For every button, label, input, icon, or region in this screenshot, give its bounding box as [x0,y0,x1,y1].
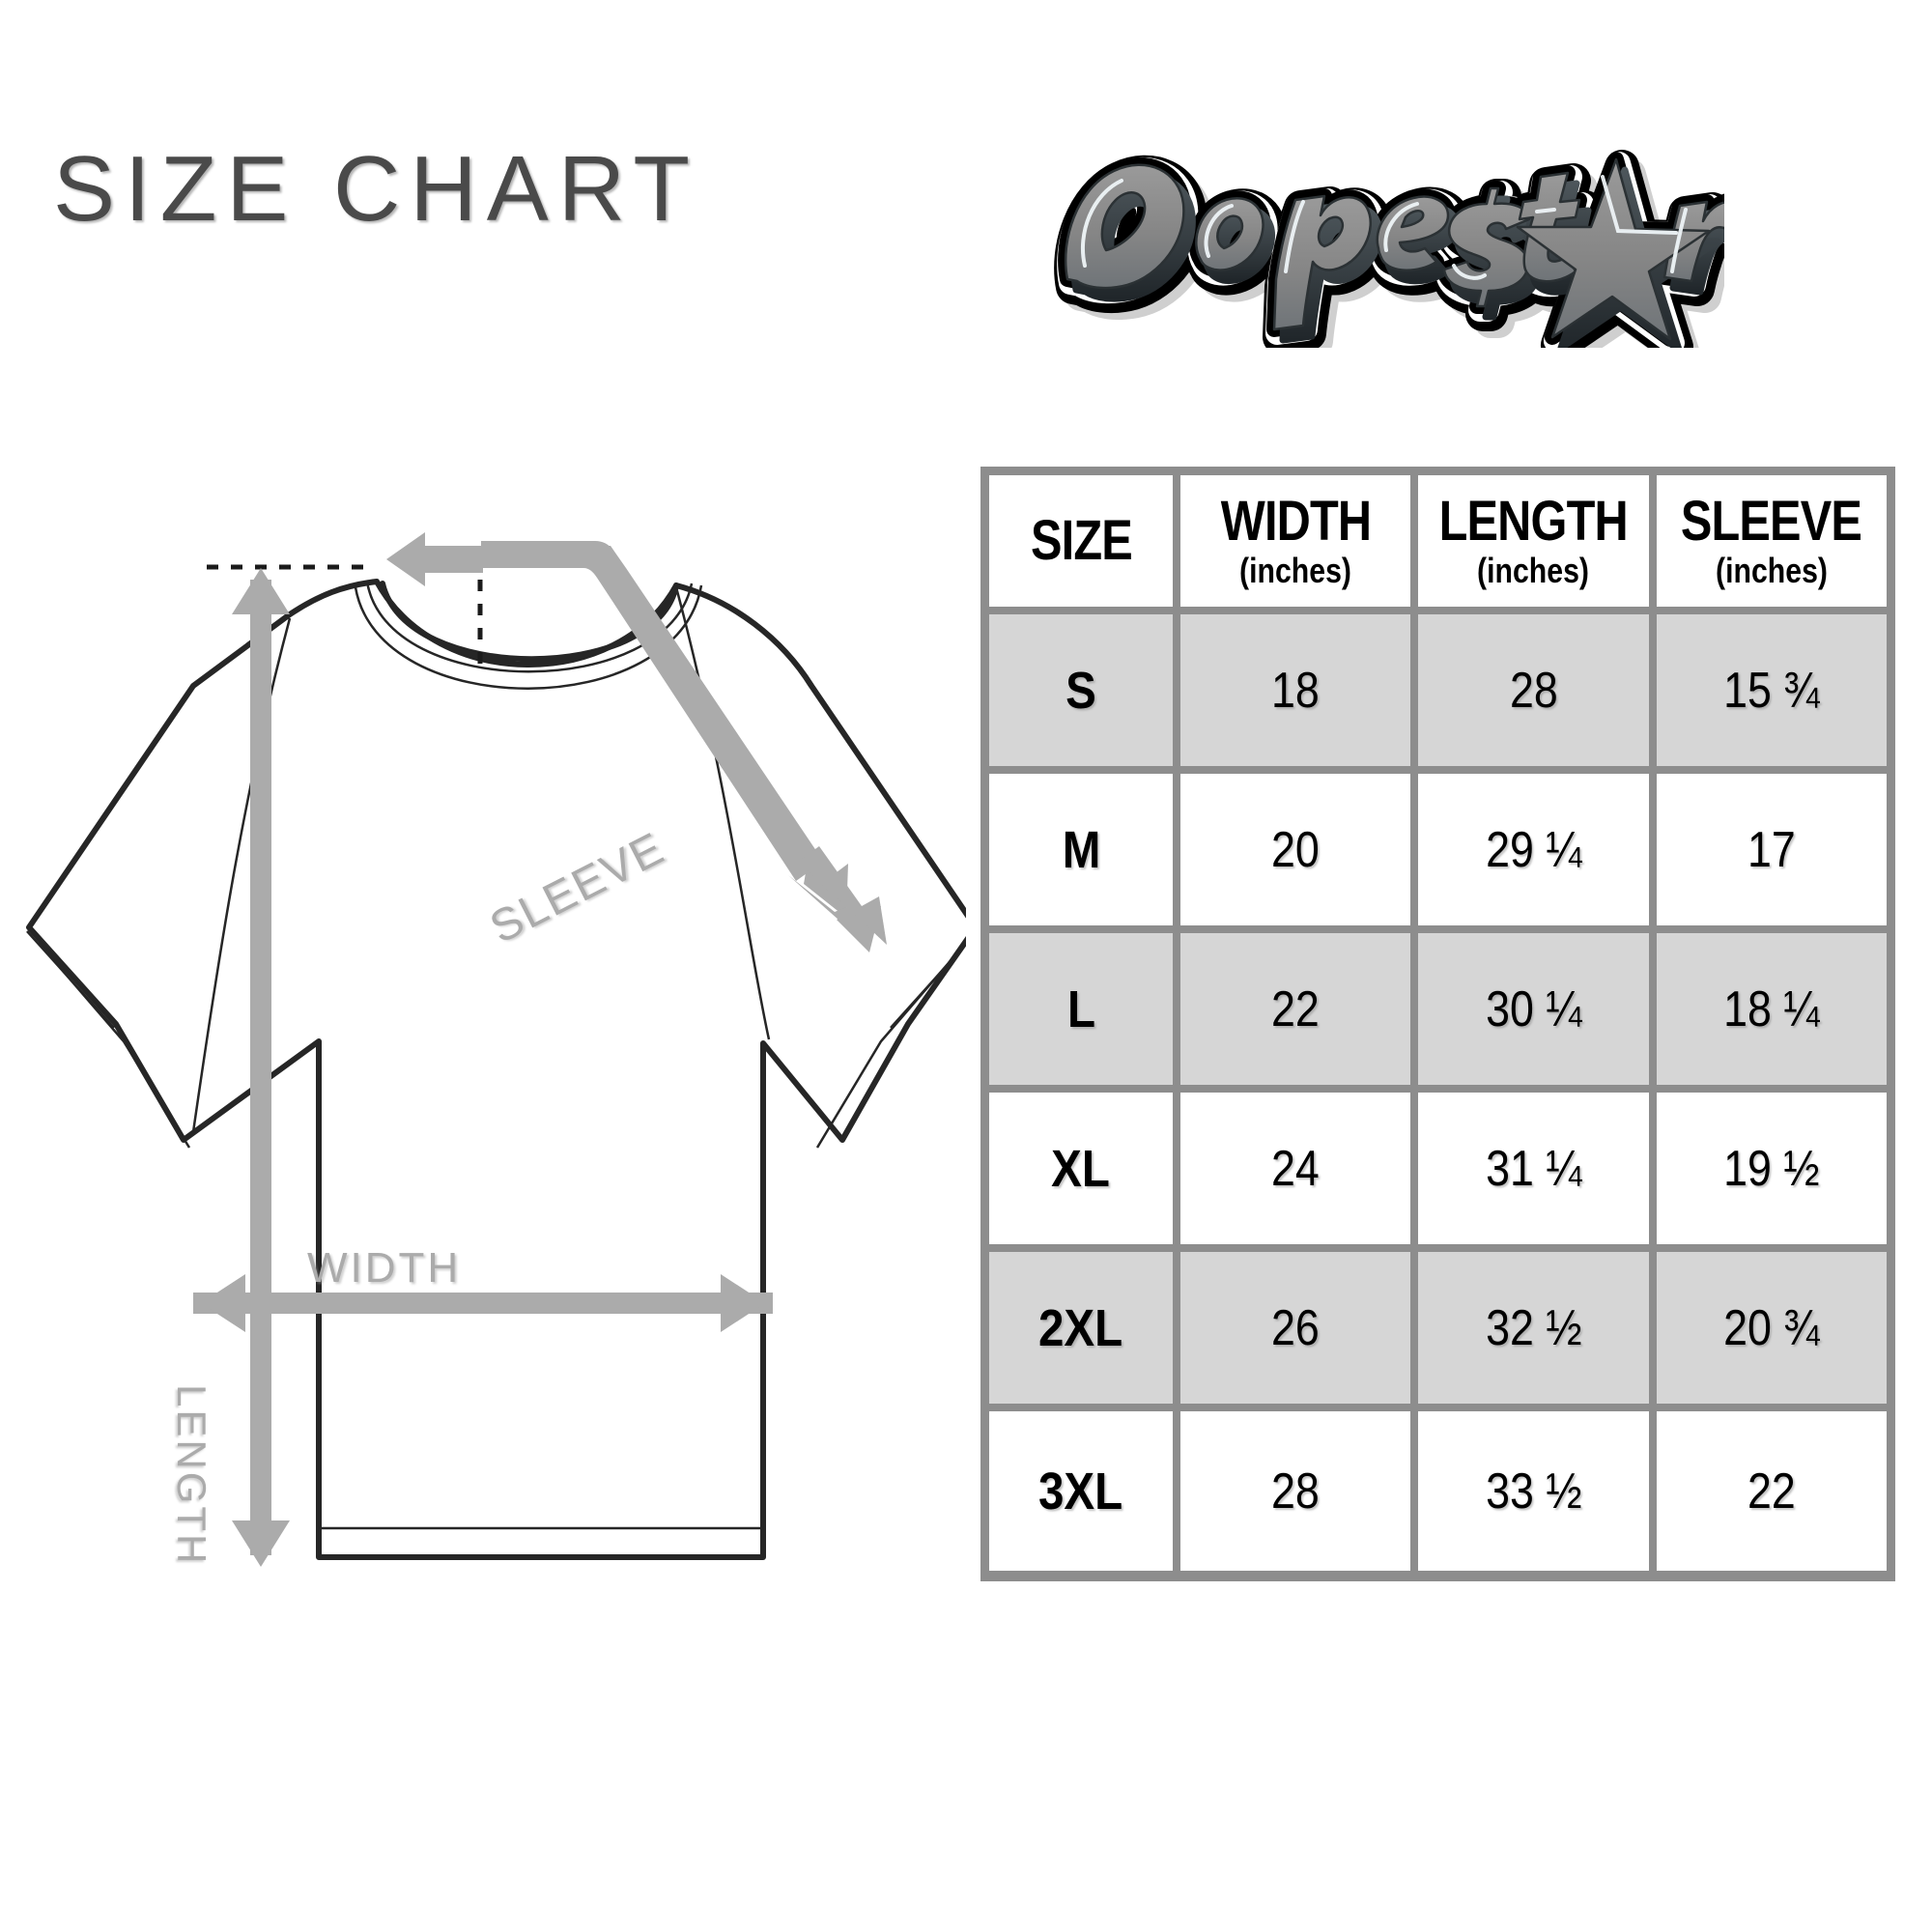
header-cell-width: WIDTH (inches) [1180,475,1419,614]
cell-width: 24 [1180,1093,1419,1252]
table-row: L 22 30 ¼ 18 ¼ [989,933,1887,1093]
cell-width: 20 [1180,774,1419,933]
length-dimension-label: LENGTH [169,1384,214,1567]
table-row: S 18 28 15 ¾ [989,614,1887,774]
cell-sleeve: 17 [1656,774,1887,933]
header-label-width: WIDTH [1220,489,1371,553]
cell-size: 2XL [989,1252,1180,1411]
length-arrow [232,568,290,1567]
table-row: 2XL 26 32 ½ 20 ¾ [989,1252,1887,1411]
cell-size: S [989,614,1180,774]
table-header-row: SIZE WIDTH (inches) LENGTH (inches) SLEE… [989,475,1887,614]
header-cell-size: SIZE [989,475,1180,614]
header-unit-length: (inches) [1477,550,1590,590]
header-unit-width: (inches) [1239,550,1352,590]
cell-size: XL [989,1093,1180,1252]
cell-width: 18 [1180,614,1419,774]
cell-length: 29 ¼ [1418,774,1657,933]
table-row: 3XL 28 33 ½ 22 [989,1411,1887,1571]
sleeve-arrow-body [481,541,887,945]
header-label-length: LENGTH [1438,489,1629,553]
table-row: M 20 29 ¼ 17 [989,774,1887,933]
page-title: SIZE CHART [53,137,699,241]
cell-length: 33 ½ [1418,1411,1657,1571]
header-label-sleeve: SLEEVE [1681,489,1862,553]
cell-width: 26 [1180,1252,1419,1411]
header-cell-length: LENGTH (inches) [1418,475,1657,614]
cell-sleeve: 22 [1656,1411,1887,1571]
cell-size: L [989,933,1180,1093]
size-table: SIZE WIDTH (inches) LENGTH (inches) SLEE… [980,467,1895,1581]
table-row: XL 24 31 ¼ 19 ½ [989,1093,1887,1252]
cell-width: 28 [1180,1411,1419,1571]
cell-width: 22 [1180,933,1419,1093]
cell-length: 28 [1418,614,1657,774]
cell-sleeve: 20 ¾ [1656,1252,1887,1411]
cell-size: M [989,774,1180,933]
tshirt-outline-icon [26,532,966,1567]
cell-size: 3XL [989,1411,1180,1571]
cell-length: 32 ½ [1418,1252,1657,1411]
cell-sleeve: 19 ½ [1656,1093,1887,1252]
width-dimension-label: WIDTH [307,1244,462,1292]
tshirt-diagram: SLEEVE WIDTH LENGTH [0,522,966,1604]
header-unit-sleeve: (inches) [1715,550,1828,590]
cell-length: 30 ¼ [1418,933,1657,1093]
header-label-size: SIZE [1030,509,1133,573]
header-cell-sleeve: SLEEVE (inches) [1656,475,1887,614]
cell-sleeve: 18 ¼ [1656,933,1887,1093]
cell-length: 31 ¼ [1418,1093,1657,1252]
width-arrow [193,1274,773,1332]
brand-logo-icon [1048,92,1724,348]
brand-logo [1048,92,1724,348]
cell-sleeve: 15 ¾ [1656,614,1887,774]
